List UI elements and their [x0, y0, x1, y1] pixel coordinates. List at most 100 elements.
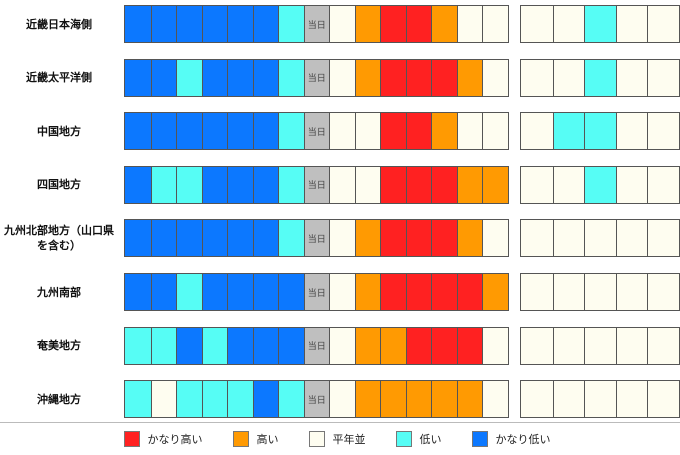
heatmap-cell [125, 274, 151, 310]
daily-strip: 当日 [124, 5, 509, 43]
heatmap-cell [482, 6, 508, 42]
heatmap-cell [329, 6, 355, 42]
heatmap-cell [125, 6, 151, 42]
heatmap-cell [176, 381, 202, 418]
heatmap-cell [456, 166, 482, 203]
heatmap-cell [380, 166, 406, 203]
heatmap-cell [584, 6, 616, 42]
today-label: 当日 [307, 20, 326, 31]
heatmap-cell [431, 6, 457, 42]
heatmap-cell [521, 274, 553, 310]
heatmap-cell [615, 327, 648, 364]
heatmap-cell [227, 327, 253, 364]
region-label-line: 中国地方 [37, 124, 81, 138]
daily-strip: 当日 [124, 165, 509, 204]
heatmap-cell [405, 59, 431, 96]
heatmap-cell [482, 166, 508, 203]
region-label: 近畿太平洋側 [0, 59, 118, 97]
heatmap-cell [252, 327, 278, 364]
legend-swatch [471, 431, 488, 447]
region-row: 奄美地方 当日 [0, 326, 680, 365]
heatmap-cell [150, 274, 176, 310]
heatmap-cell [125, 220, 151, 257]
heatmap-cell [521, 113, 553, 150]
region-row: 九州南部 当日 [0, 273, 680, 311]
heatmap-cell [647, 113, 679, 150]
heatmap-cell [201, 381, 227, 418]
heatmap-cell [329, 59, 355, 96]
heatmap-cell [278, 220, 304, 257]
heatmap-cell [252, 6, 278, 42]
heatmap-cell [252, 113, 278, 150]
weekly-strip [520, 165, 680, 204]
today-cell: 当日 [303, 6, 329, 42]
today-label: 当日 [307, 288, 326, 299]
heatmap-cell [552, 113, 585, 150]
heatmap-cell [252, 381, 278, 418]
heatmap-cell [329, 113, 355, 150]
heatmap-cell [647, 166, 679, 203]
region-label: 奄美地方 [0, 327, 118, 365]
heatmap-cell [380, 381, 406, 418]
heatmap-cell [584, 59, 616, 96]
region-label-line: 近畿日本海側 [26, 17, 92, 31]
heatmap-cell [615, 6, 648, 42]
heatmap-cell [150, 381, 176, 418]
heatmap-cell [201, 166, 227, 203]
heatmap-cell [176, 113, 202, 150]
weekly-strip [520, 58, 680, 97]
heatmap-cell [482, 381, 508, 418]
heatmap-cell [201, 59, 227, 96]
weekly-strip [520, 273, 680, 311]
weekly-strip [520, 219, 680, 258]
heatmap-cell [431, 166, 457, 203]
heatmap-cell [380, 327, 406, 364]
heatmap-cell [647, 220, 679, 257]
heatmap-cell [227, 166, 253, 203]
heatmap-cell [552, 166, 585, 203]
legend-swatch [308, 431, 325, 447]
weekly-strip [520, 326, 680, 365]
heatmap-cell [176, 274, 202, 310]
legend-item: かなり低い [471, 431, 551, 447]
heatmap-cell [521, 327, 553, 364]
heatmap-cell [405, 6, 431, 42]
heatmap-cell [521, 6, 553, 42]
temperature-outlook-grid: 近畿日本海側 当日 近畿太平洋側 当日 中国地方 当日 四国地方 当日 九州北部地方（山口県 を含… [0, 5, 680, 419]
weekly-strip [520, 380, 680, 419]
heatmap-cell [647, 327, 679, 364]
heatmap-cell [329, 274, 355, 310]
legend-label: 高い [256, 433, 279, 446]
heatmap-cell [431, 113, 457, 150]
heatmap-cell [380, 220, 406, 257]
daily-strip: 当日 [124, 112, 509, 151]
heatmap-cell [456, 6, 482, 42]
today-cell: 当日 [303, 220, 329, 257]
legend-item: 高い [232, 431, 279, 447]
today-cell: 当日 [303, 113, 329, 150]
heatmap-cell [615, 381, 648, 418]
heatmap-cell [176, 166, 202, 203]
today-label: 当日 [307, 74, 326, 85]
heatmap-cell [380, 113, 406, 150]
heatmap-cell [521, 59, 553, 96]
heatmap-cell [227, 381, 253, 418]
region-label-line: 近畿太平洋側 [26, 71, 92, 85]
heatmap-cell [201, 220, 227, 257]
heatmap-cell [329, 220, 355, 257]
heatmap-cell [552, 274, 585, 310]
heatmap-cell [456, 113, 482, 150]
heatmap-cell [615, 59, 648, 96]
region-label: 九州南部 [0, 273, 118, 311]
heatmap-cell [176, 327, 202, 364]
heatmap-cell [482, 113, 508, 150]
heatmap-cell [482, 220, 508, 257]
heatmap-cell [354, 59, 380, 96]
heatmap-cell [456, 59, 482, 96]
heatmap-cell [354, 220, 380, 257]
heatmap-cell [584, 327, 616, 364]
heatmap-cell [278, 59, 304, 96]
heatmap-cell [278, 381, 304, 418]
weekly-strip [520, 112, 680, 151]
heatmap-cell [552, 6, 585, 42]
